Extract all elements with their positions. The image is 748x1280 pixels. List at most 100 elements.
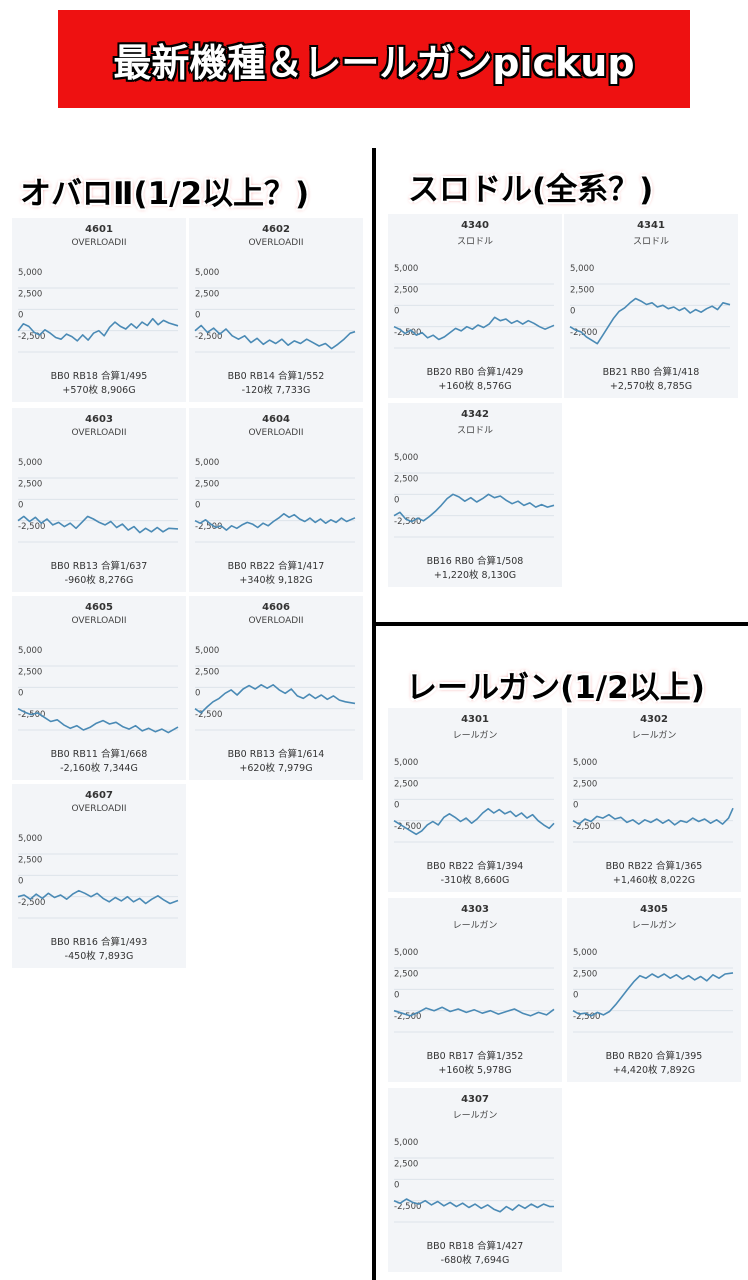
machine-number: 4303 bbox=[461, 904, 489, 915]
machine-number: 4606 bbox=[262, 602, 290, 613]
y-tick-label: 5,000 bbox=[18, 458, 42, 468]
bonus-stats: BB16 RB0 合算1/508 bbox=[426, 556, 524, 567]
result-stats: +570枚 8,906G bbox=[62, 385, 136, 396]
slump-chart: 5,000 2,500 0 -2,500 bbox=[393, 264, 555, 349]
y-tick-label: -2,500 bbox=[394, 1012, 421, 1022]
y-tick-label: 5,000 bbox=[394, 453, 418, 463]
y-tick-label: 0 bbox=[18, 877, 23, 887]
y-tick-label: 0 bbox=[394, 1181, 399, 1191]
machine-card-4602: 4602 OVERLOADII 5,000 2,500 0 -2,500 BB0 RB14 … bbox=[189, 218, 363, 402]
y-tick-label: 0 bbox=[195, 689, 200, 699]
slump-chart: 5,000 2,500 0 -2,500 bbox=[194, 268, 356, 353]
y-tick-label: 5,000 bbox=[394, 264, 418, 274]
result-stats: +620枚 7,979G bbox=[239, 763, 313, 774]
machine-number: 4603 bbox=[85, 414, 113, 425]
result-stats: +160枚 5,978G bbox=[438, 1065, 512, 1076]
slump-chart: 5,000 2,500 0 -2,500 bbox=[194, 646, 356, 731]
y-tick-label: 2,500 bbox=[195, 479, 219, 489]
bonus-stats: BB0 RB18 合算1/495 bbox=[50, 371, 148, 382]
result-stats: +4,420枚 7,892G bbox=[612, 1065, 696, 1076]
bonus-stats: BB0 RB22 合算1/417 bbox=[227, 561, 325, 572]
y-tick-label: 2,500 bbox=[394, 1159, 418, 1169]
machine-card-4603: 4603 OVERLOADII 5,000 2,500 0 -2,500 BB0 RB13 … bbox=[12, 408, 186, 592]
bonus-stats: BB0 RB13 合算1/637 bbox=[50, 561, 148, 572]
slump-line bbox=[17, 707, 179, 734]
bonus-stats: BB0 RB14 合算1/552 bbox=[227, 371, 325, 382]
bonus-stats: BB0 RB17 合算1/352 bbox=[426, 1051, 524, 1062]
y-tick-label: 2,500 bbox=[195, 667, 219, 677]
result-stats: -960枚 8,276G bbox=[64, 575, 134, 586]
y-tick-label: 0 bbox=[18, 501, 23, 511]
slump-chart: 5,000 2,500 0 -2,500 bbox=[393, 453, 555, 538]
slump-line bbox=[17, 515, 179, 534]
title-banner: 最新機種＆レールガンpickup bbox=[58, 10, 690, 108]
machine-name: OVERLOADII bbox=[248, 616, 304, 626]
bonus-stats: BB0 RB16 合算1/493 bbox=[50, 937, 148, 948]
machine-number: 4302 bbox=[640, 714, 668, 725]
machine-number: 4305 bbox=[640, 904, 668, 915]
y-tick-label: 2,500 bbox=[394, 474, 418, 484]
y-tick-label: 5,000 bbox=[573, 758, 597, 768]
machine-card-4302: 4302 レールガン 5,000 2,500 0 -2,500 BB0 RB22 合算1/3… bbox=[567, 708, 741, 892]
machine-number: 4601 bbox=[85, 224, 113, 235]
y-tick-label: -2,500 bbox=[18, 332, 45, 342]
machine-number: 4342 bbox=[461, 409, 489, 420]
result-stats: -120枚 7,733G bbox=[241, 385, 311, 396]
y-tick-label: -2,500 bbox=[394, 822, 421, 832]
machine-name: スロドル bbox=[632, 237, 669, 247]
y-tick-label: 5,000 bbox=[394, 948, 418, 958]
y-tick-label: 0 bbox=[195, 311, 200, 321]
machine-name: レールガン bbox=[452, 731, 498, 741]
y-tick-label: 2,500 bbox=[573, 969, 597, 979]
y-tick-label: 0 bbox=[18, 311, 23, 321]
y-tick-label: 2,500 bbox=[18, 479, 42, 489]
slump-line bbox=[393, 1198, 555, 1213]
y-tick-label: -2,500 bbox=[394, 517, 421, 527]
y-tick-label: 5,000 bbox=[18, 646, 42, 656]
machine-card-4301: 4301 レールガン 5,000 2,500 0 -2,500 BB0 RB22 合算1/3… bbox=[388, 708, 562, 892]
y-tick-label: 0 bbox=[18, 689, 23, 699]
y-tick-label: -2,500 bbox=[195, 710, 222, 720]
y-tick-label: 2,500 bbox=[394, 285, 418, 295]
machine-card-4607: 4607 OVERLOADII 5,000 2,500 0 -2,500 BB0 RB16 … bbox=[12, 784, 186, 968]
machine-name: OVERLOADII bbox=[71, 804, 127, 814]
slump-chart: 5,000 2,500 0 -2,500 bbox=[17, 834, 179, 919]
slump-line bbox=[393, 493, 555, 523]
result-stats: -2,160枚 7,344G bbox=[60, 763, 138, 774]
machine-card-4606: 4606 OVERLOADII 5,000 2,500 0 -2,500 BB0 RB13 … bbox=[189, 596, 363, 780]
machine-number: 4301 bbox=[461, 714, 489, 725]
y-tick-label: 5,000 bbox=[570, 264, 594, 274]
machine-card-4303: 4303 レールガン 5,000 2,500 0 -2,500 BB0 RB17 合算1/3… bbox=[388, 898, 562, 1082]
y-tick-label: 5,000 bbox=[195, 268, 219, 278]
slump-line bbox=[569, 297, 731, 345]
machine-card-4307: 4307 レールガン 5,000 2,500 0 -2,500 BB0 RB18 合算1/4… bbox=[388, 1088, 562, 1272]
y-tick-label: 2,500 bbox=[570, 285, 594, 295]
y-tick-label: 2,500 bbox=[18, 855, 42, 865]
slump-chart: 5,000 2,500 0 -2,500 bbox=[572, 948, 734, 1033]
machine-card-4605: 4605 OVERLOADII 5,000 2,500 0 -2,500 BB0 RB11 … bbox=[12, 596, 186, 780]
y-tick-label: -2,500 bbox=[18, 898, 45, 908]
y-tick-label: -2,500 bbox=[394, 1202, 421, 1212]
bonus-stats: BB0 RB22 合算1/365 bbox=[605, 861, 703, 872]
machine-number: 4602 bbox=[262, 224, 290, 235]
y-tick-label: 0 bbox=[394, 496, 399, 506]
section-title-surodoru: スロドル(全系？) bbox=[408, 172, 654, 208]
machine-number: 4341 bbox=[637, 220, 665, 231]
result-stats: +1,220枚 8,130G bbox=[433, 570, 517, 581]
page-title: 最新機種＆レールガンpickup bbox=[113, 40, 635, 85]
y-tick-label: 2,500 bbox=[18, 667, 42, 677]
slump-line bbox=[393, 1006, 555, 1017]
y-tick-label: 5,000 bbox=[195, 458, 219, 468]
y-tick-label: 0 bbox=[394, 801, 399, 811]
machine-number: 4340 bbox=[461, 220, 489, 231]
machine-name: レールガン bbox=[631, 921, 677, 931]
result-stats: -450枚 7,893G bbox=[64, 951, 134, 962]
machine-card-4305: 4305 レールガン 5,000 2,500 0 -2,500 BB0 RB20 合算1/3… bbox=[567, 898, 741, 1082]
y-tick-label: 0 bbox=[394, 991, 399, 1001]
slump-chart: 5,000 2,500 0 -2,500 bbox=[17, 458, 179, 543]
slump-line bbox=[194, 324, 356, 350]
bonus-stats: BB20 RB0 合算1/429 bbox=[426, 367, 524, 378]
y-tick-label: 5,000 bbox=[18, 834, 42, 844]
y-tick-label: 5,000 bbox=[394, 1138, 418, 1148]
y-tick-label: 2,500 bbox=[394, 779, 418, 789]
